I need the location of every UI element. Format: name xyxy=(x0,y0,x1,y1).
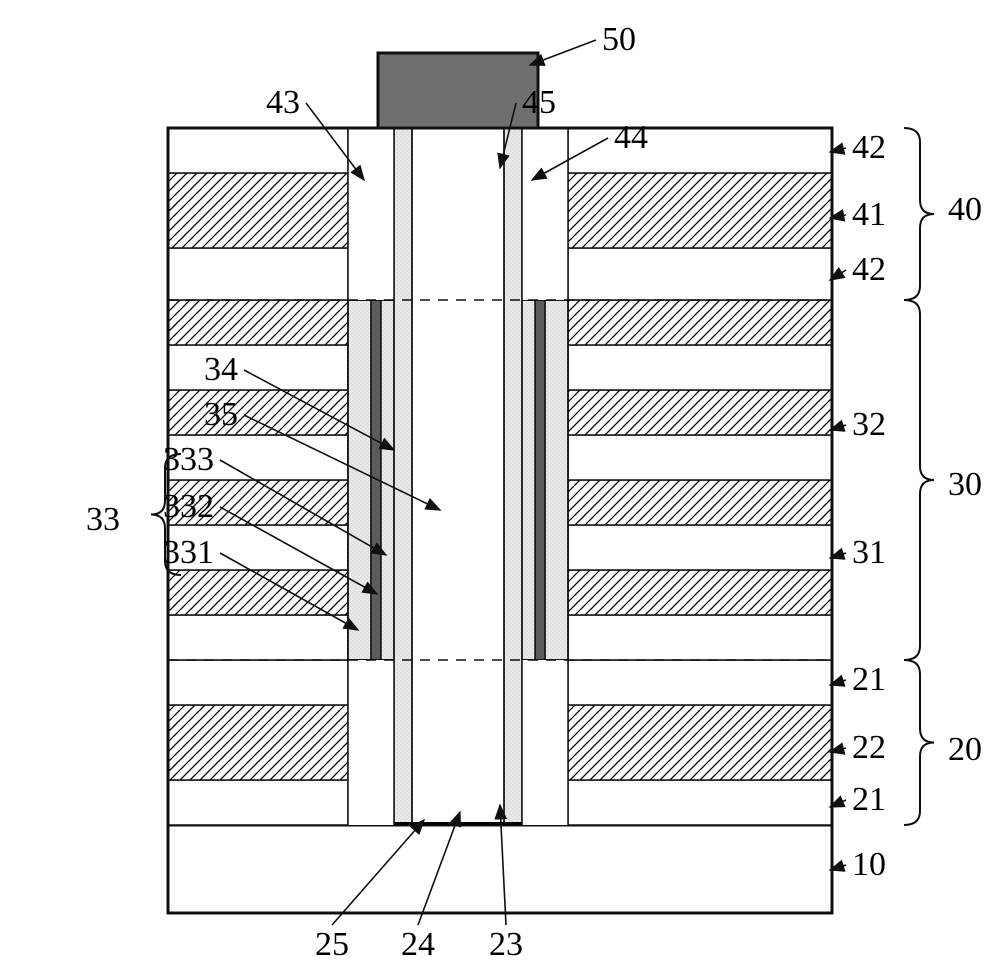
label-50: 50 xyxy=(602,21,636,58)
label-42: 42 xyxy=(852,129,886,166)
lead-50 xyxy=(530,40,596,65)
label-24: 24 xyxy=(401,926,435,963)
row-30-left xyxy=(168,390,348,435)
label-45: 45 xyxy=(522,84,556,121)
row-40-right xyxy=(568,128,832,173)
label-25: 25 xyxy=(315,926,349,963)
label-43: 43 xyxy=(266,84,300,121)
label-44: 44 xyxy=(614,119,648,156)
row-30-left xyxy=(168,300,348,345)
brace-20 xyxy=(904,660,934,825)
layer-331-right xyxy=(545,300,568,660)
label-42b: 42 xyxy=(852,251,886,288)
gap-43-left xyxy=(348,128,394,300)
label-31: 31 xyxy=(852,534,886,571)
row-30-right xyxy=(568,615,832,660)
label-41: 41 xyxy=(852,196,886,233)
row-20-right xyxy=(568,660,832,705)
label-30: 30 xyxy=(948,466,982,503)
label-20: 20 xyxy=(948,731,982,768)
row-40-left xyxy=(168,128,348,173)
row-40-right xyxy=(568,248,832,300)
row-40-left xyxy=(168,173,348,248)
row-30-right xyxy=(568,570,832,615)
label-21b: 21 xyxy=(852,781,886,818)
row-30-right xyxy=(568,480,832,525)
label-331: 331 xyxy=(163,534,214,571)
row-30-right xyxy=(568,525,832,570)
row-20-right xyxy=(568,780,832,825)
row-20-right xyxy=(568,705,832,780)
row-30-right xyxy=(568,345,832,390)
brace-40 xyxy=(904,128,934,300)
row-20-left xyxy=(168,660,348,705)
row-30-left xyxy=(168,570,348,615)
center-base-strip xyxy=(394,822,522,825)
row-30-right xyxy=(568,390,832,435)
brace-30 xyxy=(904,300,934,660)
row-30-right xyxy=(568,300,832,345)
label-22: 22 xyxy=(852,729,886,766)
substrate-10 xyxy=(168,825,832,913)
label-33: 33 xyxy=(86,501,120,538)
layer-332-right xyxy=(535,300,545,660)
layer-331-left xyxy=(348,300,371,660)
gap-43-right xyxy=(522,128,568,300)
label-10: 10 xyxy=(852,846,886,883)
row-40-left xyxy=(168,248,348,300)
label-332: 332 xyxy=(163,488,214,525)
label-40: 40 xyxy=(948,191,982,228)
label-333: 333 xyxy=(163,441,214,478)
layer-333-left xyxy=(381,300,395,660)
row-40-right xyxy=(568,173,832,248)
label-21: 21 xyxy=(852,661,886,698)
gap-23-left xyxy=(348,660,394,825)
layer-333-right xyxy=(521,300,535,660)
row-30-left xyxy=(168,615,348,660)
row-30-left xyxy=(168,345,348,390)
row-30-right xyxy=(568,435,832,480)
block-50 xyxy=(378,53,538,128)
label-35: 35 xyxy=(204,396,238,433)
row-20-left xyxy=(168,780,348,825)
label-34: 34 xyxy=(204,351,238,388)
gap-23-right xyxy=(522,660,568,825)
row-20-left xyxy=(168,705,348,780)
label-32: 32 xyxy=(852,406,886,443)
layer-middle-35-45-25 xyxy=(412,128,504,825)
label-23: 23 xyxy=(489,926,523,963)
